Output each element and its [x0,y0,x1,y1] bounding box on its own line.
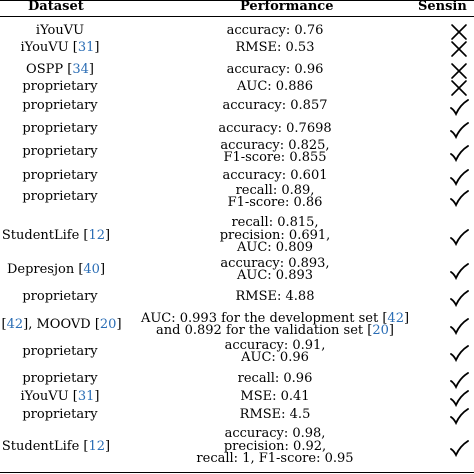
performance-line: accuracy: 0.91, [224,337,326,353]
citation-link[interactable]: 42 [6,316,24,332]
performance-line: accuracy: 0.7698 [218,120,332,136]
dataset-cell: StudentLife [12] [1,438,111,454]
dataset-cell: iYouVU [31] [20,388,100,404]
check-icon [448,317,470,336]
performance-line: F1-score: 0.855 [223,150,327,165]
table-top-rule [0,0,474,1]
performance-line: AUC: 0.893 [236,268,314,283]
cross-icon [448,79,470,97]
check-icon [448,439,470,458]
citation-link[interactable]: 12 [88,438,106,454]
check-icon [448,407,470,426]
check-icon [448,189,470,208]
dataset-cell: proprietary [22,188,98,204]
performance-line: recall: 1, F1-score: 0.95 [196,451,354,467]
check-icon [448,228,470,247]
header-rule [0,16,474,17]
dataset-cell: proprietary [22,288,98,304]
performance-line: F1-score: 0.86 [227,195,323,210]
check-icon [448,144,470,163]
col-header-sensing: Sensin [418,0,467,14]
citation-link[interactable]: 20 [99,316,117,332]
check-icon [448,344,470,363]
citation-link[interactable]: 40 [83,261,100,277]
col-header-dataset: Dataset [28,0,84,14]
performance-line: accuracy: 0.893, [220,255,330,271]
performance-line: MSE: 0.41 [240,388,310,404]
performance-line: accuracy: 0.98, [224,426,326,442]
check-icon [448,371,470,390]
check-icon [448,121,470,140]
performance-line: recall: 0.89, [235,182,315,198]
performance-line: AUC: 0.993 for the development set [42] [140,310,410,326]
table-bottom-rule [0,472,474,473]
dataset-cell: Depresjon [40] [6,261,106,277]
dataset-cell: proprietary [22,78,98,94]
performance-line: AUC: 0.886 [236,78,314,94]
citation-link[interactable]: 20 [372,323,389,338]
dataset-cell: proprietary [22,143,98,159]
performance-line: accuracy: 0.96 [226,61,324,77]
performance-line: RMSE: 4.5 [239,406,311,422]
performance-line: RMSE: 0.53 [235,39,315,55]
dataset-cell: proprietary [22,343,98,359]
check-icon [448,168,470,187]
dataset-cell: proprietary [22,167,98,183]
dataset-cell: proprietary [22,120,98,136]
performance-line: RMSE: 4.88 [235,288,315,304]
cross-icon [448,62,470,80]
citation-link[interactable]: 31 [77,39,95,55]
col-header-performance: Performance [240,0,334,14]
performance-line: AUC: 0.96 [241,350,309,365]
performance-line: AUC: 0.809 [236,240,314,256]
dataset-cell: proprietary [22,370,98,386]
performance-line: accuracy: 0.857 [222,97,328,113]
performance-line: accuracy: 0.825, [220,137,330,153]
performance-line: recall: 0.815, [231,215,319,231]
performance-line: accuracy: 0.601 [222,167,328,183]
dataset-cell: A [42], MOOVD [20] [0,316,122,332]
citation-link[interactable]: 34 [72,61,89,77]
performance-line: and 0.892 for the validation set [20] [156,323,394,338]
performance-line: accuracy: 0.76 [226,22,324,38]
citation-link[interactable]: 42 [387,310,404,326]
dataset-cell: OSPP [34] [26,61,94,77]
citation-link[interactable]: 12 [88,227,106,243]
dataset-cell: proprietary [22,97,98,113]
performance-line: precision: 0.691, [219,227,331,243]
dataset-cell: proprietary [22,406,98,422]
performance-line: recall: 0.96 [237,370,313,386]
check-icon [448,98,470,117]
check-icon [448,389,470,408]
citation-link[interactable]: 31 [77,388,95,404]
cross-icon [448,40,470,58]
check-icon [448,262,470,281]
performance-line: precision: 0.92, [223,438,327,454]
dataset-cell: iYouVU [35,22,85,38]
dataset-cell: iYouVU [31] [20,39,100,55]
cross-icon [448,23,470,41]
dataset-cell: StudentLife [12] [1,227,111,243]
check-icon [448,289,470,308]
